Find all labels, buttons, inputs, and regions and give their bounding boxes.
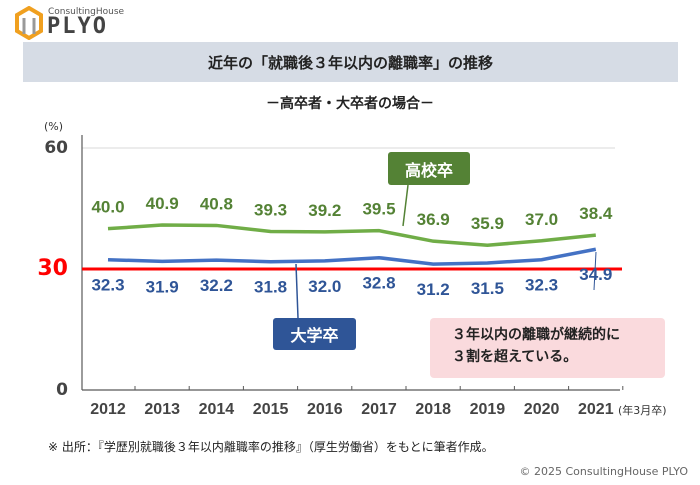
x-tick-label: 2019 xyxy=(470,401,506,418)
note-line-2: ３割を超えている。 xyxy=(452,349,578,365)
x-tick-label: 2015 xyxy=(253,401,289,418)
source-note: ※ 出所：『学歴別就職後３年以内離職率の推移』（厚生労働省）をもとに筆者作成。 xyxy=(48,440,494,454)
data-label: 32.3 xyxy=(91,276,124,295)
logo-icon xyxy=(15,6,43,40)
note-line-1: ３年以内の離職が継続的に xyxy=(452,327,620,343)
data-label: 32.3 xyxy=(525,276,558,295)
copyright: © 2025 ConsultingHouse PLYO xyxy=(519,465,689,478)
x-tick-label: 2020 xyxy=(524,401,560,418)
label-leader-2021 xyxy=(593,251,597,291)
reference-label: 30 xyxy=(37,256,68,281)
data-label: 39.2 xyxy=(308,201,341,220)
data-label: 31.9 xyxy=(146,277,179,296)
data-label: 34.9 xyxy=(579,265,612,284)
data-label: 40.9 xyxy=(146,194,179,213)
y-tick-60: 60 xyxy=(44,138,68,158)
highschool-callout-pointer xyxy=(402,184,409,227)
data-label: 39.3 xyxy=(254,200,287,219)
data-label: 31.2 xyxy=(417,280,450,299)
data-label: 37.0 xyxy=(525,210,558,229)
subtitle: －高卒者・大卒者の場合－ xyxy=(266,96,434,112)
data-label: 32.2 xyxy=(200,276,233,295)
note-box: ３年以内の離職が継続的に ３割を超えている。 xyxy=(430,318,665,378)
data-label: 40.0 xyxy=(91,198,124,217)
data-label: 32.8 xyxy=(362,274,395,293)
data-label: 31.5 xyxy=(471,279,504,298)
x-tick-label: 2021 xyxy=(578,401,614,418)
data-label: 40.8 xyxy=(200,194,233,213)
data-label: 38.4 xyxy=(579,204,613,223)
y-axis-unit: (%) xyxy=(44,120,64,133)
x-tick-label: 2017 xyxy=(361,401,397,418)
logo-text: PLYO xyxy=(47,14,108,39)
y-tick-0: 0 xyxy=(56,380,68,400)
series-line-1 xyxy=(107,247,597,266)
data-label: 32.0 xyxy=(308,277,341,296)
highschool-callout: 高校卒 xyxy=(388,152,470,185)
data-label: 39.5 xyxy=(362,200,395,219)
logo-small-text: ConsultingHouse xyxy=(48,7,125,17)
series-line-0 xyxy=(107,223,596,247)
university-callout-pointer xyxy=(295,263,299,319)
data-label: 36.9 xyxy=(417,210,450,229)
university-callout: 大学卒 xyxy=(273,318,356,350)
x-tick-label: 2012 xyxy=(90,401,126,418)
data-label: 35.9 xyxy=(471,214,504,233)
x-tick-label: 2013 xyxy=(144,401,180,418)
x-axis-unit: (年3月卒) xyxy=(618,404,667,417)
page-title: 近年の「就職後３年以内の離職率」の推移 xyxy=(23,42,678,82)
x-tick-label: 2016 xyxy=(307,401,343,418)
x-tick-label: 2014 xyxy=(199,401,235,418)
data-label: 31.8 xyxy=(254,278,287,297)
x-tick-label: 2018 xyxy=(415,401,451,418)
